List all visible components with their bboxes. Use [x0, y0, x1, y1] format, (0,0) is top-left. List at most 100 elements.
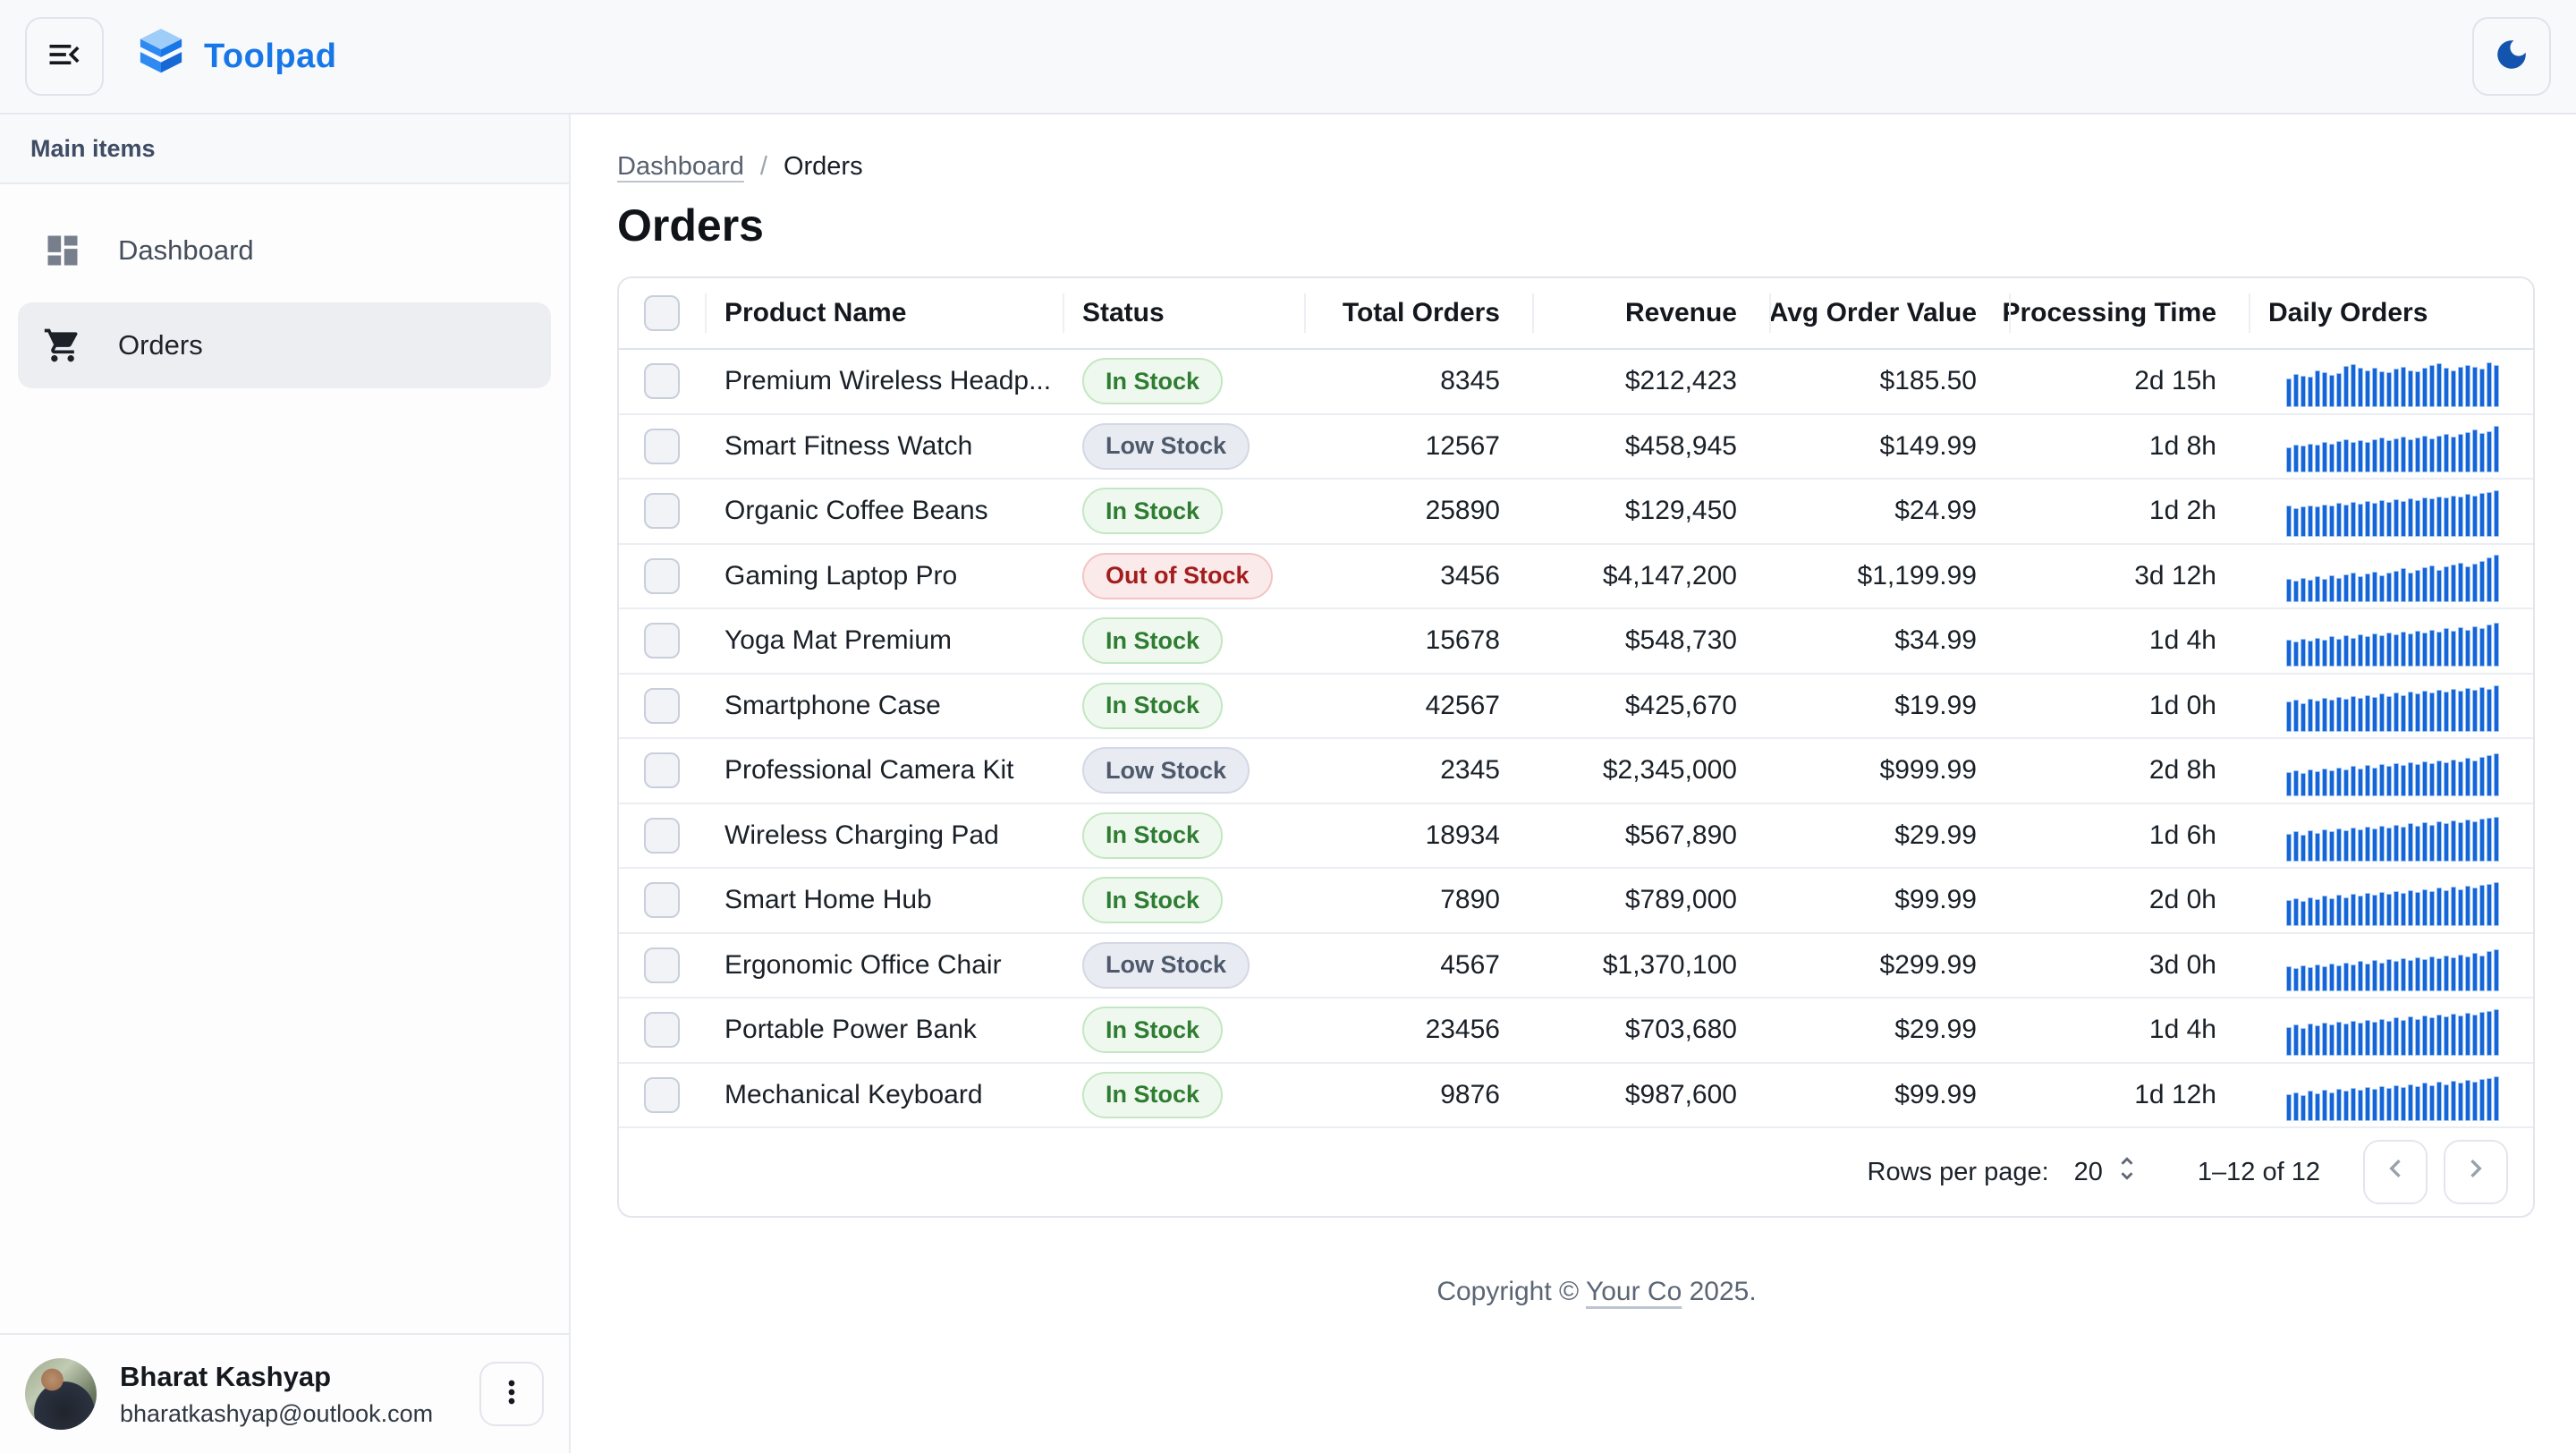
- daily-orders-cell: [2249, 998, 2533, 1062]
- daily-orders-sparkline: [2286, 744, 2499, 797]
- table-row: Portable Power Bank In Stock 23456 $703,…: [619, 998, 2533, 1064]
- row-checkbox[interactable]: [644, 428, 680, 464]
- theme-toggle-button[interactable]: [2472, 17, 2551, 96]
- select-all-checkbox[interactable]: [644, 295, 680, 331]
- product-name-cell: Mechanical Keyboard: [724, 1079, 983, 1109]
- breadcrumb-dashboard-link[interactable]: Dashboard: [617, 152, 744, 181]
- row-checkbox[interactable]: [644, 623, 680, 659]
- daily-orders-cell: [2249, 675, 2533, 738]
- daily-orders-sparkline: [2286, 810, 2499, 862]
- revenue-cell: $458,945: [1624, 430, 1737, 461]
- row-checkbox[interactable]: [644, 817, 680, 854]
- total-orders-cell: 4567: [1440, 949, 1500, 980]
- avatar: [25, 1358, 97, 1430]
- column-header-avg-order-value[interactable]: Avg Order Value: [1769, 278, 2009, 348]
- row-select-cell: [619, 350, 705, 413]
- app-body: Main items Dashboard Orders: [0, 115, 2576, 1453]
- daily-orders-cell: [2249, 934, 2533, 998]
- chevron-left-icon: [2377, 1151, 2413, 1194]
- sidebar-section-label: Main items: [0, 115, 569, 184]
- column-header-total-orders[interactable]: Total Orders: [1304, 278, 1532, 348]
- brand[interactable]: Toolpad: [138, 28, 336, 85]
- table-row: Gaming Laptop Pro Out of Stock 3456 $4,1…: [619, 545, 2533, 609]
- avg-order-value-cell: $185.50: [1879, 366, 1977, 396]
- row-select-cell: [619, 609, 705, 673]
- row-select-cell: [619, 675, 705, 738]
- status-cell: In Stock: [1063, 480, 1304, 543]
- row-checkbox[interactable]: [644, 882, 680, 919]
- row-select-cell: [619, 545, 705, 608]
- status-cell: In Stock: [1063, 675, 1304, 738]
- product-name-cell: Yoga Mat Premium: [724, 625, 953, 656]
- row-checkbox[interactable]: [644, 1012, 680, 1049]
- copyright-prefix: Copyright ©: [1436, 1277, 1586, 1306]
- menu-open-icon: [45, 35, 84, 79]
- product-name-cell: Professional Camera Kit: [724, 755, 1014, 786]
- revenue-cell: $129,450: [1624, 496, 1737, 526]
- table-body: Premium Wireless Headp... In Stock 8345 …: [619, 350, 2533, 1128]
- total-orders-cell: 9876: [1440, 1079, 1500, 1109]
- product-name-cell: Smart Home Hub: [724, 885, 932, 915]
- total-orders-cell: 42567: [1425, 690, 1500, 720]
- avg-order-value-cell: $299.99: [1879, 949, 1977, 980]
- column-header-revenue[interactable]: Revenue: [1532, 278, 1769, 348]
- daily-orders-sparkline: [2286, 1069, 2499, 1121]
- daily-orders-cell: [2249, 350, 2533, 413]
- daily-orders-sparkline: [2286, 615, 2499, 667]
- table-row: Smart Fitness Watch Low Stock 12567 $458…: [619, 415, 2533, 480]
- row-checkbox[interactable]: [644, 557, 680, 594]
- table-row: Mechanical Keyboard In Stock 9876 $987,6…: [619, 1064, 2533, 1128]
- revenue-cell: $987,600: [1624, 1079, 1737, 1109]
- total-orders-cell: 18934: [1425, 820, 1500, 850]
- rows-per-page-select[interactable]: 20: [2074, 1153, 2142, 1191]
- column-header-daily-orders[interactable]: Daily Orders: [2249, 278, 2533, 348]
- daily-orders-sparkline: [2286, 680, 2499, 732]
- sidebar-item-orders[interactable]: Orders: [18, 302, 551, 388]
- product-name-cell: Wireless Charging Pad: [724, 820, 999, 850]
- total-orders-cell: 7890: [1440, 885, 1500, 915]
- revenue-cell: $703,680: [1624, 1015, 1737, 1045]
- row-checkbox[interactable]: [644, 947, 680, 983]
- total-orders-cell: 15678: [1425, 625, 1500, 656]
- pager-buttons: [2363, 1140, 2508, 1204]
- row-checkbox[interactable]: [644, 752, 680, 789]
- avg-order-value-cell: $99.99: [1894, 885, 1977, 915]
- table-row: Ergonomic Office Chair Low Stock 4567 $1…: [619, 934, 2533, 998]
- status-badge: In Stock: [1082, 488, 1224, 535]
- collapse-sidebar-button[interactable]: [25, 17, 104, 96]
- sidebar-item-dashboard[interactable]: Dashboard: [18, 208, 551, 293]
- orders-table: Product Name Status Total Orders Revenue…: [617, 276, 2535, 1218]
- row-checkbox[interactable]: [644, 687, 680, 724]
- next-page-button[interactable]: [2444, 1140, 2508, 1204]
- row-checkbox[interactable]: [644, 363, 680, 400]
- processing-time-cell: 1d 12h: [2134, 1079, 2216, 1109]
- breadcrumb-separator: /: [759, 152, 767, 181]
- row-checkbox[interactable]: [644, 493, 680, 530]
- total-orders-cell: 8345: [1440, 366, 1500, 396]
- column-header-status[interactable]: Status: [1063, 278, 1304, 348]
- column-header-processing-time[interactable]: Processing Time: [2002, 278, 2249, 348]
- status-badge: In Stock: [1082, 1007, 1224, 1054]
- previous-page-button[interactable]: [2363, 1140, 2428, 1204]
- table-row: Organic Coffee Beans In Stock 25890 $129…: [619, 480, 2533, 545]
- daily-orders-sparkline: [2286, 939, 2499, 991]
- product-name-cell: Organic Coffee Beans: [724, 496, 988, 526]
- avg-order-value-cell: $1,199.99: [1857, 560, 1977, 591]
- status-cell: In Stock: [1063, 804, 1304, 868]
- avg-order-value-cell: $149.99: [1879, 430, 1977, 461]
- status-badge: Low Stock: [1082, 941, 1250, 989]
- dashboard-icon: [43, 231, 82, 270]
- processing-time-cell: 2d 8h: [2148, 755, 2216, 786]
- column-header-product-name[interactable]: Product Name: [705, 278, 1063, 348]
- sidebar-nav: Dashboard Orders: [0, 184, 569, 1333]
- row-checkbox[interactable]: [644, 1076, 680, 1113]
- company-link[interactable]: Your Co: [1585, 1277, 1682, 1306]
- daily-orders-sparkline: [2286, 550, 2499, 602]
- user-info: Bharat Kashyap bharatkashyap@outlook.com: [120, 1361, 456, 1428]
- row-select-cell: [619, 998, 705, 1062]
- user-menu-button[interactable]: [479, 1362, 544, 1426]
- daily-orders-sparkline: [2286, 485, 2499, 538]
- table-header-row: Product Name Status Total Orders Revenue…: [619, 278, 2533, 350]
- table-header-select-cell: [619, 278, 705, 348]
